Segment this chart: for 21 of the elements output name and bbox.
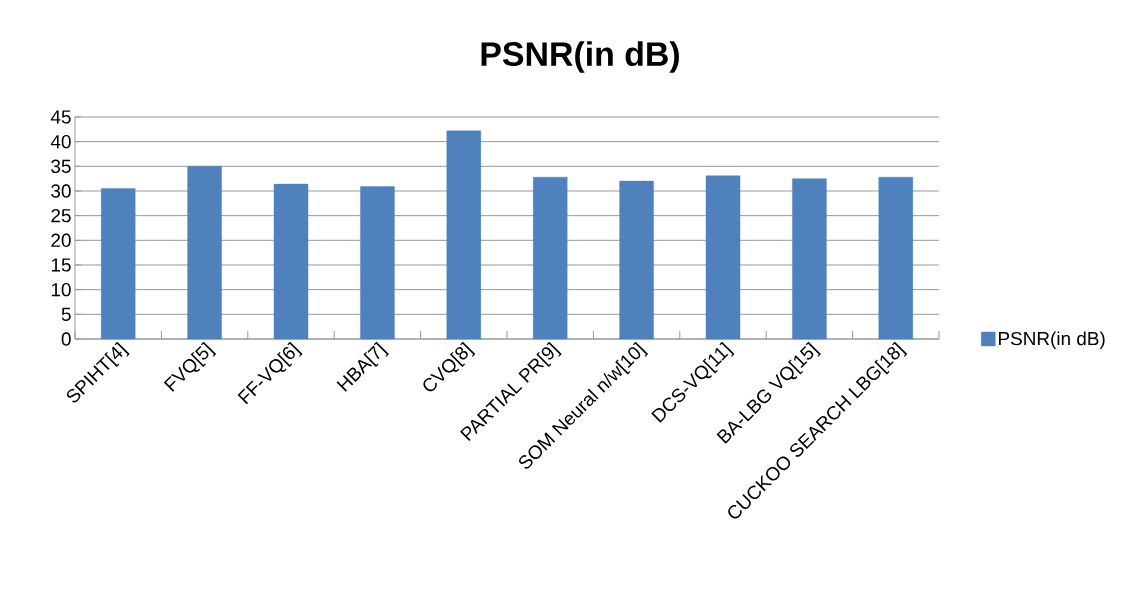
legend-label: PSNR(in dB) [999, 331, 1105, 350]
bar [533, 176, 568, 340]
y-tick-label: 15 [51, 258, 71, 272]
y-tick-label: 20 [51, 233, 71, 248]
y-tick-label: 5 [61, 307, 71, 321]
y-tick-label: 10 [51, 282, 71, 297]
bar [446, 130, 482, 340]
bar [187, 166, 222, 340]
chart-title: PSNR(in dB) [481, 41, 679, 73]
bar [878, 176, 914, 340]
bar [792, 178, 827, 340]
bar [705, 175, 741, 340]
y-tick-label: 25 [51, 208, 71, 223]
bar [101, 188, 136, 340]
bar [619, 180, 654, 340]
y-tick-label: 45 [50, 110, 71, 124]
y-tick-label: 35 [51, 159, 71, 174]
bar [273, 183, 309, 340]
y-tick-label: 40 [50, 134, 71, 149]
y-tick-label: 30 [51, 184, 71, 198]
bar [360, 186, 395, 340]
